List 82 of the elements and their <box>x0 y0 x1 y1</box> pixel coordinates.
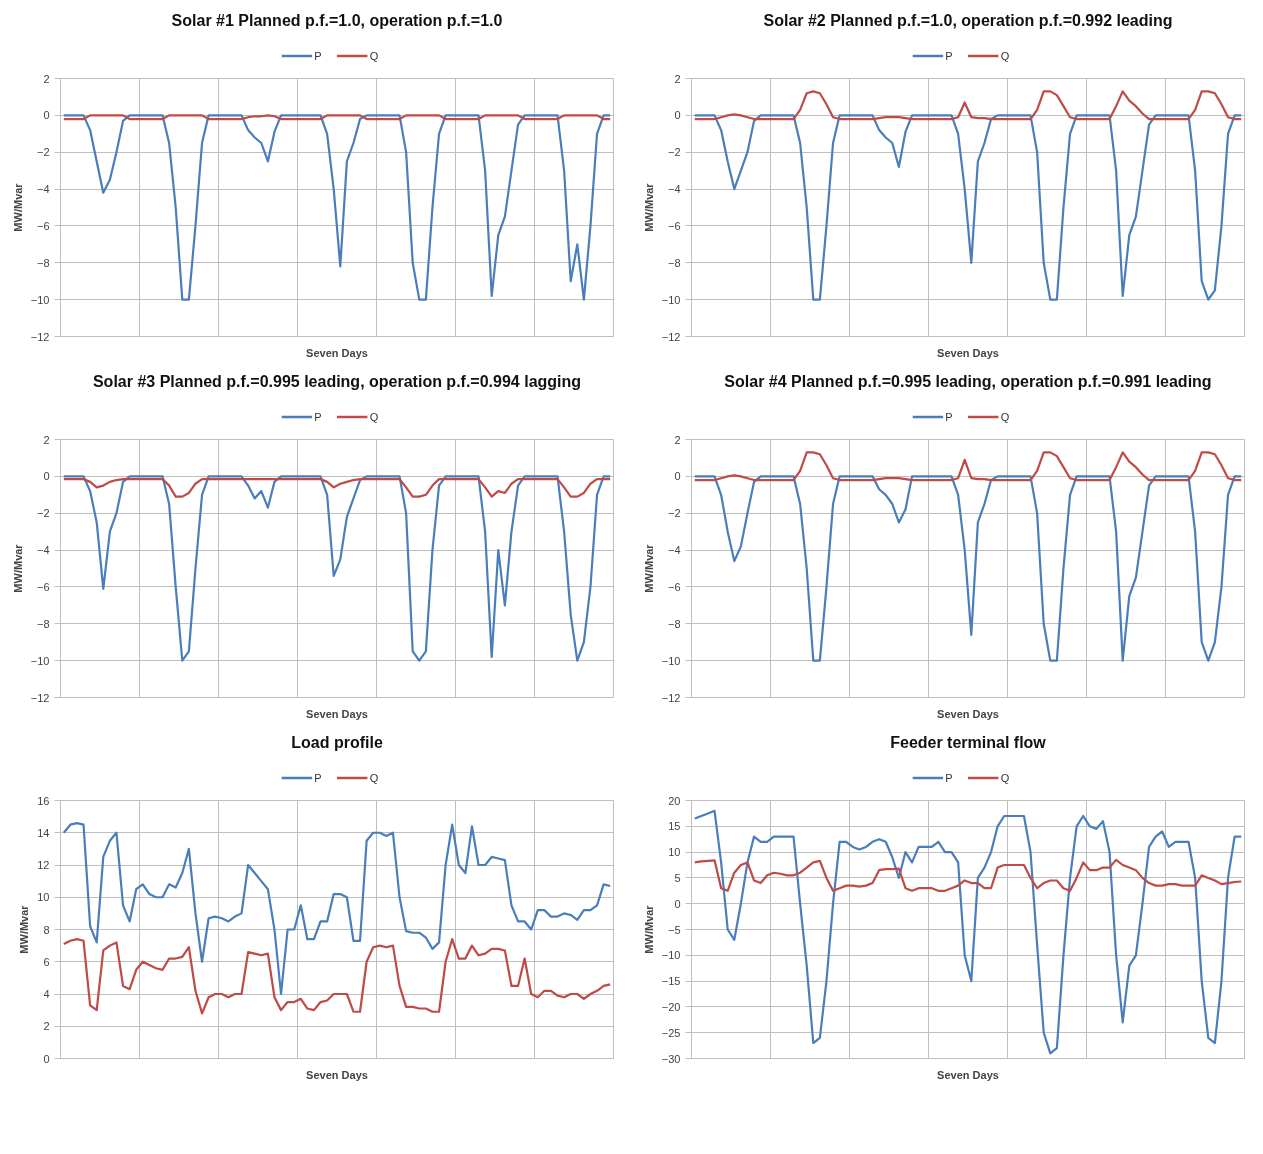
y-tick-label: −4 <box>36 544 50 557</box>
legend-label: P <box>945 49 953 62</box>
y-tick-label: −25 <box>661 1026 681 1039</box>
chart-title: Load profile <box>291 734 383 752</box>
y-tick-label: 0 <box>43 1052 50 1065</box>
y-tick-label: 10 <box>668 846 681 859</box>
y-tick-label: −10 <box>661 293 681 306</box>
y-tick-label: 2 <box>43 1020 50 1033</box>
y-tick-label: 2 <box>43 433 50 446</box>
y-tick-label: 8 <box>43 923 50 936</box>
y-tick-label: −10 <box>661 654 681 667</box>
legend-label: Q <box>1000 49 1010 62</box>
y-tick-label: −6 <box>36 580 50 593</box>
y-tick-label: −6 <box>36 219 50 232</box>
y-tick-label: 2 <box>43 72 50 85</box>
y-tick-label: −4 <box>667 544 681 557</box>
y-tick-label: 6 <box>43 955 50 968</box>
y-tick-label: −20 <box>661 1000 681 1013</box>
chart-title: Solar #4 Planned p.f.=0.995 leading, operation p.f.=0.991 leading <box>724 373 1212 391</box>
legend-label: P <box>945 410 953 423</box>
y-tick-label: −4 <box>667 183 681 196</box>
y-tick-label: 5 <box>674 871 681 884</box>
legend-label: P <box>314 771 322 784</box>
y-tick-label: −2 <box>36 146 50 159</box>
y-tick-label: −8 <box>36 617 50 630</box>
y-axis-title: MW/Mvar <box>642 904 655 954</box>
y-tick-label: −6 <box>667 580 681 593</box>
y-axis-title: MW/Mvar <box>11 182 24 232</box>
y-tick-label: −15 <box>661 975 681 988</box>
y-tick-label: −2 <box>667 146 681 159</box>
y-axis-title: MW/Mvar <box>11 543 24 593</box>
legend-label: Q <box>1000 771 1010 784</box>
x-axis-title: Seven Days <box>306 1068 368 1081</box>
legend-label: Q <box>1000 410 1010 423</box>
y-axis-title: MW/Mvar <box>18 904 31 954</box>
legend-label: P <box>314 49 322 62</box>
y-tick-label: 20 <box>668 794 681 807</box>
y-tick-label: 0 <box>674 470 681 483</box>
chart-title: Feeder terminal flow <box>890 734 1047 752</box>
y-tick-label: −10 <box>30 293 50 306</box>
legend-label: P <box>945 771 953 784</box>
y-tick-label: 0 <box>674 109 681 122</box>
y-tick-label: −6 <box>667 219 681 232</box>
y-tick-label: −30 <box>661 1052 681 1065</box>
y-tick-label: −10 <box>30 654 50 667</box>
y-tick-label: −5 <box>667 923 681 936</box>
y-tick-label: 0 <box>43 109 50 122</box>
y-tick-label: −12 <box>661 330 681 343</box>
y-tick-label: −12 <box>30 691 50 704</box>
legend-label: P <box>314 410 322 423</box>
y-tick-label: −12 <box>30 330 50 343</box>
y-tick-label: 4 <box>43 988 50 1000</box>
y-axis-title: MW/Mvar <box>642 543 655 593</box>
y-tick-label: 15 <box>668 820 681 833</box>
y-tick-label: −8 <box>667 256 681 269</box>
y-tick-label: −2 <box>36 507 50 520</box>
x-axis-title: Seven Days <box>306 707 368 720</box>
legend-label: Q <box>369 410 379 423</box>
y-tick-label: 16 <box>37 794 50 807</box>
y-tick-label: 0 <box>43 470 50 483</box>
legend-label: Q <box>369 771 379 784</box>
y-tick-label: −4 <box>36 183 50 196</box>
y-tick-label: −10 <box>661 949 681 962</box>
y-tick-label: −8 <box>36 256 50 269</box>
y-tick-label: 10 <box>37 891 50 904</box>
chart-title: Solar #2 Planned p.f.=1.0, operation p.f.=0.992 leading <box>763 12 1173 30</box>
legend-label: Q <box>369 49 379 62</box>
y-tick-label: 12 <box>37 859 50 871</box>
x-axis-title: Seven Days <box>937 1068 999 1081</box>
chart-title: Solar #3 Planned p.f.=0.995 leading, operation p.f.=0.994 lagging <box>92 373 582 391</box>
y-axis-title: MW/Mvar <box>642 182 655 232</box>
y-tick-label: 2 <box>674 72 681 85</box>
y-tick-label: 0 <box>674 897 681 910</box>
y-tick-label: 2 <box>674 433 681 446</box>
chart-title: Solar #1 Planned p.f.=1.0, operation p.f.=1.0 <box>171 12 503 30</box>
x-axis-title: Seven Days <box>306 346 368 359</box>
x-axis-title: Seven Days <box>937 346 999 359</box>
y-tick-label: −12 <box>661 691 681 704</box>
y-tick-label: −2 <box>667 507 681 520</box>
y-tick-label: −8 <box>667 617 681 630</box>
y-tick-label: 14 <box>37 826 50 839</box>
x-axis-title: Seven Days <box>937 707 999 720</box>
